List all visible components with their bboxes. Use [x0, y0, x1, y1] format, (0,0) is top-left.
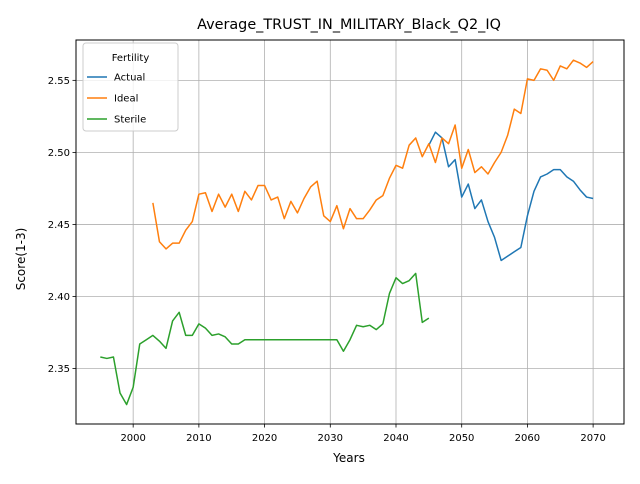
- y-tick-label: 2.50: [48, 148, 70, 159]
- legend: Fertility Actual Ideal Sterile: [82, 42, 179, 132]
- y-tick-label: 2.45: [48, 220, 70, 231]
- y-axis-label: Score(1-3): [14, 228, 28, 291]
- legend-label-actual: Actual: [114, 73, 145, 84]
- y-tick-label: 2.55: [48, 76, 70, 87]
- x-axis: 2000 2010 2020 2030 2040 2050 2060 2070: [120, 424, 606, 444]
- y-tick-label: 2.40: [48, 292, 70, 303]
- x-tick-label: 2010: [186, 433, 211, 444]
- x-axis-label: Years: [332, 451, 365, 465]
- x-tick-label: 2060: [515, 433, 540, 444]
- y-axis: 2.35 2.40 2.45 2.50 2.55: [48, 76, 76, 375]
- series-line-sterile: [100, 272, 430, 406]
- y-tick-label: 2.35: [48, 364, 70, 375]
- plot-frame: [75, 39, 625, 425]
- x-tick-label: 2040: [383, 433, 408, 444]
- x-tick-label: 2050: [449, 433, 474, 444]
- chart-title: Average_TRUST_IN_MILITARY_Black_Q2_IQ: [197, 17, 501, 33]
- series-lines: [100, 59, 594, 406]
- x-tick-label: 2000: [120, 433, 145, 444]
- x-tick-label: 2070: [580, 433, 605, 444]
- x-tick-label: 2020: [252, 433, 277, 444]
- series-line-actual: [428, 131, 594, 262]
- grid: [76, 40, 624, 424]
- legend-label-sterile: Sterile: [114, 115, 146, 126]
- legend-box: [82, 42, 179, 132]
- legend-label-ideal: Ideal: [114, 94, 138, 105]
- legend-title: Fertility: [112, 53, 150, 64]
- series-line-ideal: [152, 59, 594, 250]
- x-tick-label: 2030: [318, 433, 343, 444]
